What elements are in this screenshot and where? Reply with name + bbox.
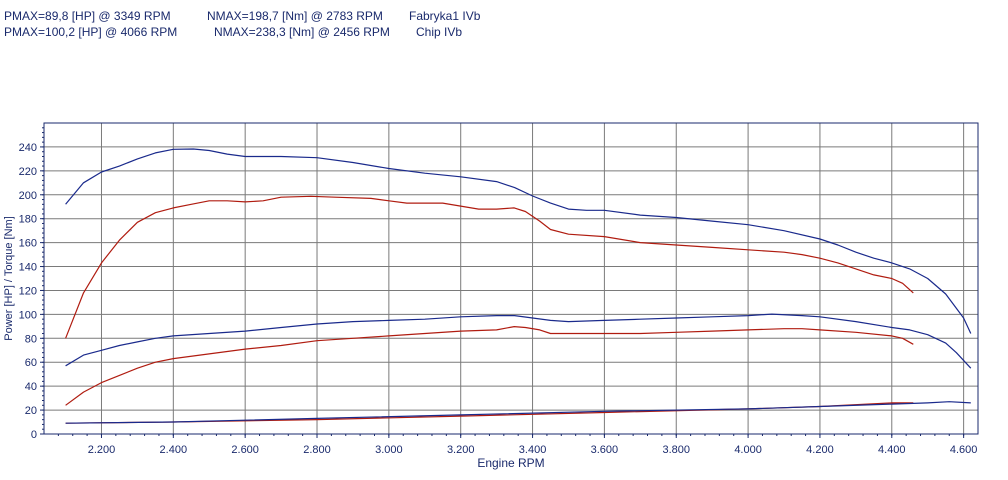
x-tick-label: 2.600 bbox=[231, 444, 259, 456]
nmax-original: NMAX=198,7 [Nm] @ 2783 RPM bbox=[207, 9, 383, 23]
y-tick-label: 120 bbox=[19, 285, 37, 297]
x-tick-label: 3.200 bbox=[447, 444, 475, 456]
chart-axes: 2.200 2.400 2.600 2.800 3.000 3.200 3.400 3.600… bbox=[19, 127, 978, 456]
y-tick-label: 220 bbox=[19, 166, 37, 178]
x-tick-label: 4.200 bbox=[806, 444, 834, 456]
pmax-original: PMAX=89,8 [HP] @ 3349 RPM bbox=[4, 9, 171, 23]
y-tick-label: 20 bbox=[25, 405, 37, 417]
x-tick-label: 3.400 bbox=[519, 444, 547, 456]
x-tick-label: 4.400 bbox=[878, 444, 906, 456]
pmax-chip: PMAX=100,2 [HP] @ 4066 RPM bbox=[4, 25, 178, 39]
y-tick-label: 140 bbox=[19, 262, 37, 274]
x-tick-label: 2.800 bbox=[303, 444, 331, 456]
chip-loss-line bbox=[65, 401, 971, 424]
y-tick-label: 180 bbox=[19, 214, 37, 226]
y-tick-label: 80 bbox=[25, 333, 37, 345]
x-tick-label: 4.000 bbox=[734, 444, 762, 456]
y-tick-label: 40 bbox=[25, 381, 37, 393]
original-loss-line bbox=[65, 402, 914, 424]
chip-torque-line bbox=[65, 148, 972, 334]
original-torque-line bbox=[65, 195, 914, 339]
plot-frame bbox=[43, 122, 979, 435]
y-tick-label: 240 bbox=[19, 142, 37, 154]
legend-label-original: Fabryka1 IVb bbox=[409, 9, 481, 23]
y-tick-label: 100 bbox=[19, 309, 37, 321]
nmax-chip: NMAX=238,3 [Nm] @ 2456 RPM bbox=[214, 25, 390, 39]
chart-series bbox=[65, 148, 972, 424]
original-power-line bbox=[65, 326, 914, 406]
y-tick-label: 0 bbox=[31, 429, 37, 441]
legend-label-chip: Chip IVb bbox=[416, 25, 463, 39]
x-tick-label: 2.200 bbox=[88, 444, 116, 456]
y-axis-label: Power [HP] / Torque [Nm] bbox=[3, 216, 15, 341]
y-tick-label: 200 bbox=[19, 190, 37, 202]
x-tick-label: 2.400 bbox=[160, 444, 188, 456]
chip-power-line bbox=[65, 313, 972, 369]
x-tick-label: 3.000 bbox=[375, 444, 403, 456]
x-axis-label: Engine RPM bbox=[477, 456, 544, 470]
x-tick-label: 4.600 bbox=[950, 444, 978, 456]
x-tick-label: 3.800 bbox=[662, 444, 690, 456]
y-tick-label: 160 bbox=[19, 238, 37, 250]
y-tick-label: 60 bbox=[25, 357, 37, 369]
chart-grid bbox=[44, 123, 978, 434]
x-tick-label: 3.600 bbox=[591, 444, 619, 456]
